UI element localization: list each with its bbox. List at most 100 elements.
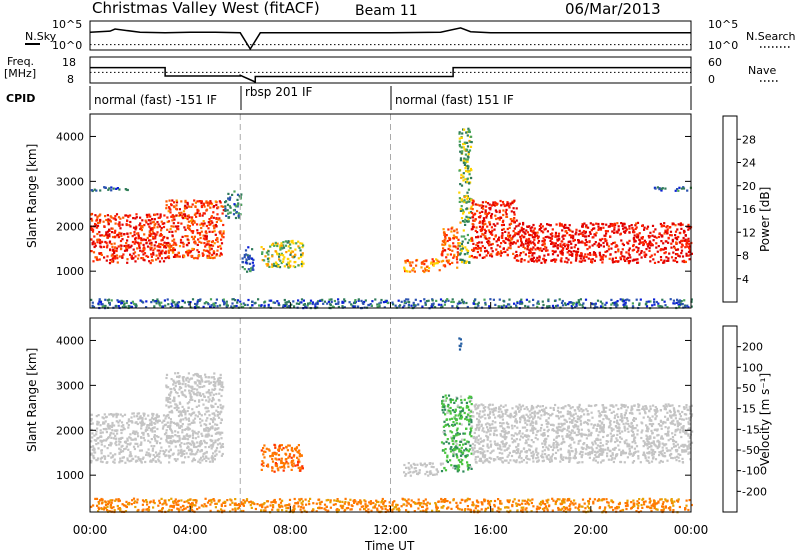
scatter-cell-8 xyxy=(507,234,510,237)
scatter-cell-10 xyxy=(647,300,650,303)
scatter-cell-7 xyxy=(460,199,463,202)
scatter-cell-5 xyxy=(578,461,581,464)
scatter-cell-0 xyxy=(108,425,111,428)
scatter-cell-5 xyxy=(515,446,518,449)
scatter-cell-7 xyxy=(459,258,462,261)
scatter-cell-5 xyxy=(670,447,674,450)
scatter-cell-4 xyxy=(449,412,452,415)
scatter-cell-9 xyxy=(580,252,583,255)
scatter-cell-4 xyxy=(462,470,465,473)
scatter-cell-4 xyxy=(442,442,445,445)
scatter-cell-1 xyxy=(167,251,170,254)
scatter-cell-5 xyxy=(596,444,599,447)
scatter-cell-0 xyxy=(95,256,98,259)
scatter-cell-0 xyxy=(136,432,139,435)
scatter-cell-5 xyxy=(556,409,559,412)
scatter-cell-5 xyxy=(672,439,675,443)
scatter-cell-10 xyxy=(304,305,307,308)
scatter-cell-9 xyxy=(557,232,561,235)
scatter-cell-9 xyxy=(564,224,567,227)
scatter-cell-2 xyxy=(287,444,290,447)
scatter-cell-9 xyxy=(643,228,646,231)
scatter-cell-9 xyxy=(545,249,548,252)
scatter-cell-9 xyxy=(640,256,643,259)
scatter-cell-0 xyxy=(162,236,165,239)
scatter-cell-7 xyxy=(463,220,466,223)
scatter-cell-9 xyxy=(621,255,624,258)
scatter-cell-4 xyxy=(456,456,459,459)
scatter-cell-7 xyxy=(462,229,465,232)
scatter-cell-1 xyxy=(216,405,220,409)
scatter-cell-10 xyxy=(374,298,377,301)
scatter-cell-9 xyxy=(641,236,644,239)
scatter-cell-2 xyxy=(236,198,239,201)
scatter-cell-5 xyxy=(646,447,649,450)
colorbar-tick-label: 28 xyxy=(742,133,756,146)
scatter-cell-0 xyxy=(184,416,187,419)
scatter-cell-5 xyxy=(408,261,411,264)
scatter-cell-10 xyxy=(678,304,681,307)
scatter-cell-9 xyxy=(569,240,572,243)
scatter-cell-3 xyxy=(424,465,427,468)
scatter-cell-9 xyxy=(599,228,603,231)
scatter-cell-2 xyxy=(300,454,303,457)
scatter-cell-1 xyxy=(180,391,183,394)
scatter-cell-0 xyxy=(200,414,203,417)
scatter-cell-0 xyxy=(100,435,103,438)
scatter-cell-1 xyxy=(200,205,203,209)
scatter-cell-9 xyxy=(620,239,623,242)
scatter-cell-3 xyxy=(244,249,248,252)
scatter-cell-7 xyxy=(463,148,466,151)
scatter-cell-2 xyxy=(287,465,290,468)
scatter-cell-4 xyxy=(456,446,459,449)
scatter-cell-10 xyxy=(214,302,217,305)
scatter-cell-9 xyxy=(679,232,682,235)
scatter-cell-10 xyxy=(488,305,491,308)
scatter-cell-0 xyxy=(137,232,140,235)
scatter-cell-10 xyxy=(501,306,504,309)
scatter-cell-5 xyxy=(478,412,481,416)
scatter-cell-4 xyxy=(467,408,471,411)
scatter-cell-9 xyxy=(641,224,644,227)
scatter-cell-1 xyxy=(211,221,214,224)
scatter-cell-0 xyxy=(94,256,97,259)
scatter-cell-9 xyxy=(585,240,588,244)
scatter-cell-10 xyxy=(564,303,567,307)
scatter-cell-9 xyxy=(567,227,570,230)
scatter-cell-1 xyxy=(190,396,193,400)
scatter-cell-0 xyxy=(126,258,129,261)
scatter-cell-9 xyxy=(686,245,689,248)
scatter-cell-1 xyxy=(206,243,209,246)
scatter-cell-10 xyxy=(556,304,559,307)
scatter-cell-2 xyxy=(269,455,272,458)
scatter-cell-9 xyxy=(533,227,536,230)
scatter-cell-0 xyxy=(165,431,168,434)
freq-panel: Freq. [MHz] 18 8 60 0 Nave xyxy=(4,55,780,86)
scatter-cell-9 xyxy=(546,249,549,252)
scatter-cell-0 xyxy=(119,441,122,444)
scatter-cell-10 xyxy=(594,302,597,305)
scatter-cell-7 xyxy=(470,239,473,242)
scatter-cell-1 xyxy=(183,394,186,397)
scatter-cell-0 xyxy=(118,255,121,258)
scatter-cell-9 xyxy=(599,255,602,258)
scatter-cell-0 xyxy=(205,459,208,463)
scatter-cell-1 xyxy=(181,393,184,396)
scatter-cell-1 xyxy=(174,385,177,388)
scatter-cell-0 xyxy=(200,432,203,435)
scatter-cell-1 xyxy=(186,244,189,247)
scatter-cell-1 xyxy=(215,204,218,207)
scatter-cell-2 xyxy=(280,444,283,447)
scatter-cell-8 xyxy=(490,213,494,216)
scatter-cell-4 xyxy=(450,431,454,434)
scatter-cell-0 xyxy=(115,247,119,250)
scatter-cell-4 xyxy=(302,262,305,265)
scatter-cell-0 xyxy=(133,432,136,435)
scatter-cell-1 xyxy=(186,376,189,379)
scatter-cell-10 xyxy=(526,306,529,309)
scatter-cell-1 xyxy=(188,378,191,381)
scatter-cell-0 xyxy=(181,428,184,432)
scatter-cell-1 xyxy=(201,214,204,217)
scatter-cell-4 xyxy=(294,253,297,256)
scatter-cell-7 xyxy=(464,158,467,161)
